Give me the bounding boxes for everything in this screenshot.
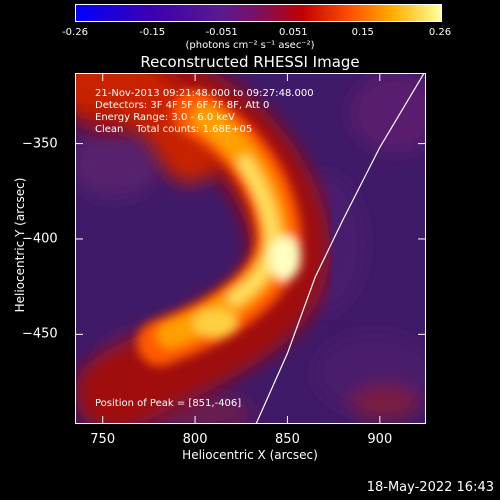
- solar-limb-line: [255, 73, 425, 424]
- y-tick-marks: [75, 143, 426, 335]
- annotation-clean: Clean Total counts: 1.68E+05: [95, 124, 253, 135]
- x-tick-marks: [102, 73, 381, 424]
- chart-title: Reconstructed RHESSI Image: [140, 53, 360, 71]
- x-tick-label: 800: [182, 432, 208, 447]
- colorbar-tick-label: 0.15: [351, 27, 374, 38]
- annotation-time: 21-Nov-2013 09:21:48.000 to 09:27:48.000: [95, 88, 314, 99]
- y-tick-label: −450: [22, 326, 58, 342]
- footer-date: 18-May-2022 16:43: [366, 480, 494, 495]
- colorbar-tick-label: -0.26: [62, 27, 88, 38]
- x-tick-label: 750: [90, 432, 116, 447]
- x-tick-label: 850: [275, 432, 300, 447]
- emission-arc: [137, 90, 302, 366]
- x-tick-label: 900: [367, 432, 393, 447]
- colorbar-tick-label: -0.15: [139, 27, 166, 38]
- colorbar-tick-label: 0.051: [278, 27, 308, 38]
- y-tick-label: −400: [22, 231, 58, 247]
- colorbar-units-label: (photons cm⁻² s⁻¹ asec⁻²): [185, 40, 315, 51]
- plot-frame: [75, 73, 426, 424]
- annotation-detectors: Detectors: 3F 4F 5F 6F 7F 8F, Att 0: [95, 100, 270, 111]
- colorbar-tick-label: -0.051: [205, 27, 238, 38]
- x-axis-label: Heliocentric X (arcsec): [182, 448, 318, 462]
- annotation-energy: Energy Range: 3.0 - 6.0 keV: [95, 112, 235, 123]
- annotation-peak: Position of Peak = [851,-406]: [95, 398, 242, 409]
- colorbar: [75, 4, 442, 22]
- y-tick-label: −350: [22, 136, 58, 152]
- colorbar-tick-label: 0.26: [428, 27, 452, 38]
- heatmap-image: [75, 73, 426, 424]
- y-axis-label: Heliocentric Y (arcsec): [13, 177, 27, 313]
